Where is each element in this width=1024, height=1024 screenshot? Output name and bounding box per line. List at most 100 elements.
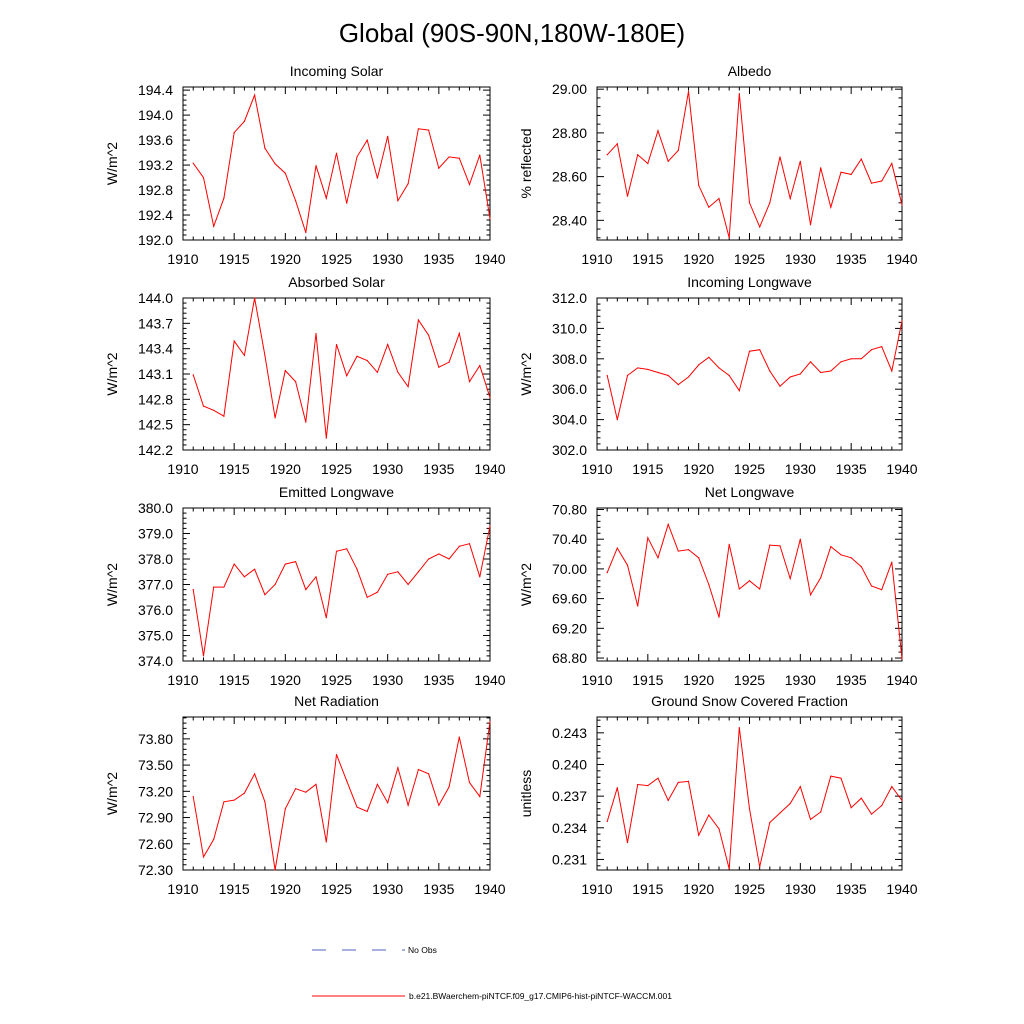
x-tick-label: 1915 <box>632 881 663 897</box>
data-point <box>687 376 690 378</box>
data-point <box>769 821 771 824</box>
x-tick-label: 1915 <box>632 461 663 477</box>
data-point <box>698 364 700 366</box>
data-point <box>468 543 471 545</box>
data-point <box>657 371 659 374</box>
x-tick-label: 1935 <box>423 251 454 267</box>
data-point <box>397 371 399 373</box>
data-point <box>881 805 883 807</box>
data-point <box>233 563 235 565</box>
data-point <box>325 437 327 439</box>
data-point <box>315 783 317 785</box>
data-point <box>637 154 639 156</box>
series-line <box>606 91 903 238</box>
plot-frame <box>596 507 903 662</box>
panel-title: Ground Snow Covered Fraction <box>651 693 848 709</box>
data-point <box>789 802 791 805</box>
y-tick-label: 73.80 <box>138 731 173 747</box>
data-point <box>243 792 245 794</box>
data-point <box>738 390 740 392</box>
chart-panel: 1910 1915 1920 1925 1930 1935 1940 302.0 304.0 30… <box>518 274 918 477</box>
data-point <box>192 162 194 164</box>
data-point <box>850 807 852 809</box>
data-point <box>789 577 791 580</box>
data-point <box>366 139 368 141</box>
y-axis-label: W/m^2 <box>104 142 120 185</box>
data-point <box>315 332 317 335</box>
data-point <box>748 350 751 352</box>
y-tick-label: 70.40 <box>552 531 587 547</box>
data-point <box>820 577 822 579</box>
data-point <box>233 340 235 342</box>
data-point <box>233 799 235 801</box>
data-point <box>366 596 368 598</box>
data-point <box>438 553 440 555</box>
data-point <box>264 594 266 596</box>
y-axis-label: W/m^2 <box>518 563 534 606</box>
y-tick-label: 193.6 <box>138 132 173 148</box>
y-tick-label: 312.0 <box>552 290 587 306</box>
chart-panel: 1910 1915 1920 1925 1930 1935 1940 142.2 142.5 14… <box>104 274 506 477</box>
data-point <box>376 177 379 179</box>
data-point <box>202 856 205 858</box>
x-tick-label: 1935 <box>423 672 454 688</box>
y-tick-label: 28.40 <box>552 212 587 228</box>
y-tick-label: 302.0 <box>552 442 587 458</box>
data-point <box>698 184 700 186</box>
data-point <box>881 180 883 182</box>
y-tick-label: 143.7 <box>138 315 173 331</box>
x-tick-label: 1920 <box>683 881 714 897</box>
x-tick-label: 1930 <box>785 881 816 897</box>
data-point <box>274 583 276 586</box>
data-point <box>830 206 832 208</box>
y-tick-label: 142.2 <box>138 442 173 458</box>
y-axis-label: % reflected <box>518 128 534 198</box>
data-point <box>809 594 812 596</box>
chart-panel: 1910 1915 1920 1925 1930 1935 1940 68.80 69.20 69… <box>518 484 918 688</box>
data-point <box>677 384 679 386</box>
data-point <box>428 129 430 131</box>
y-tick-label: 73.20 <box>138 783 173 799</box>
data-point <box>901 320 903 322</box>
data-point <box>438 366 440 368</box>
data-point <box>305 231 307 234</box>
data-point <box>728 543 730 545</box>
y-tick-label: 72.60 <box>138 836 173 852</box>
data-point <box>458 545 460 547</box>
data-point <box>626 374 629 377</box>
data-point <box>489 720 491 722</box>
data-point <box>901 204 903 206</box>
data-point <box>626 195 629 197</box>
data-point <box>881 589 883 591</box>
data-point <box>616 787 618 789</box>
data-point <box>809 361 812 363</box>
x-tick-label: 1935 <box>423 881 454 897</box>
legend-model-label: b.e21.BWaerchem-piNTCF.f09_g17.CMIP6-his… <box>409 991 672 1001</box>
x-tick-label: 1930 <box>372 881 403 897</box>
x-tick-label: 1920 <box>683 461 714 477</box>
data-point <box>901 799 903 801</box>
data-point <box>698 834 700 836</box>
data-point <box>274 417 276 419</box>
data-point <box>647 368 649 371</box>
x-tick-label: 1930 <box>785 461 816 477</box>
data-point <box>428 773 430 775</box>
data-point <box>677 550 679 552</box>
data-point <box>376 371 379 373</box>
data-point <box>356 568 358 570</box>
data-point <box>748 580 751 582</box>
data-point <box>417 128 419 130</box>
x-tick-label: 1910 <box>167 251 198 267</box>
panel-title: Emitted Longwave <box>279 484 394 500</box>
series-line <box>192 721 491 871</box>
data-point <box>305 589 307 591</box>
data-point <box>667 799 669 801</box>
data-point <box>738 726 740 729</box>
x-tick-label: 1920 <box>270 251 301 267</box>
chart-panel: 1910 1915 1920 1925 1930 1935 1940 374.0 375.0 37… <box>104 484 506 688</box>
series-line <box>606 320 903 420</box>
data-point <box>335 152 338 154</box>
x-tick-label: 1920 <box>270 672 301 688</box>
x-tick-label: 1920 <box>683 251 714 267</box>
